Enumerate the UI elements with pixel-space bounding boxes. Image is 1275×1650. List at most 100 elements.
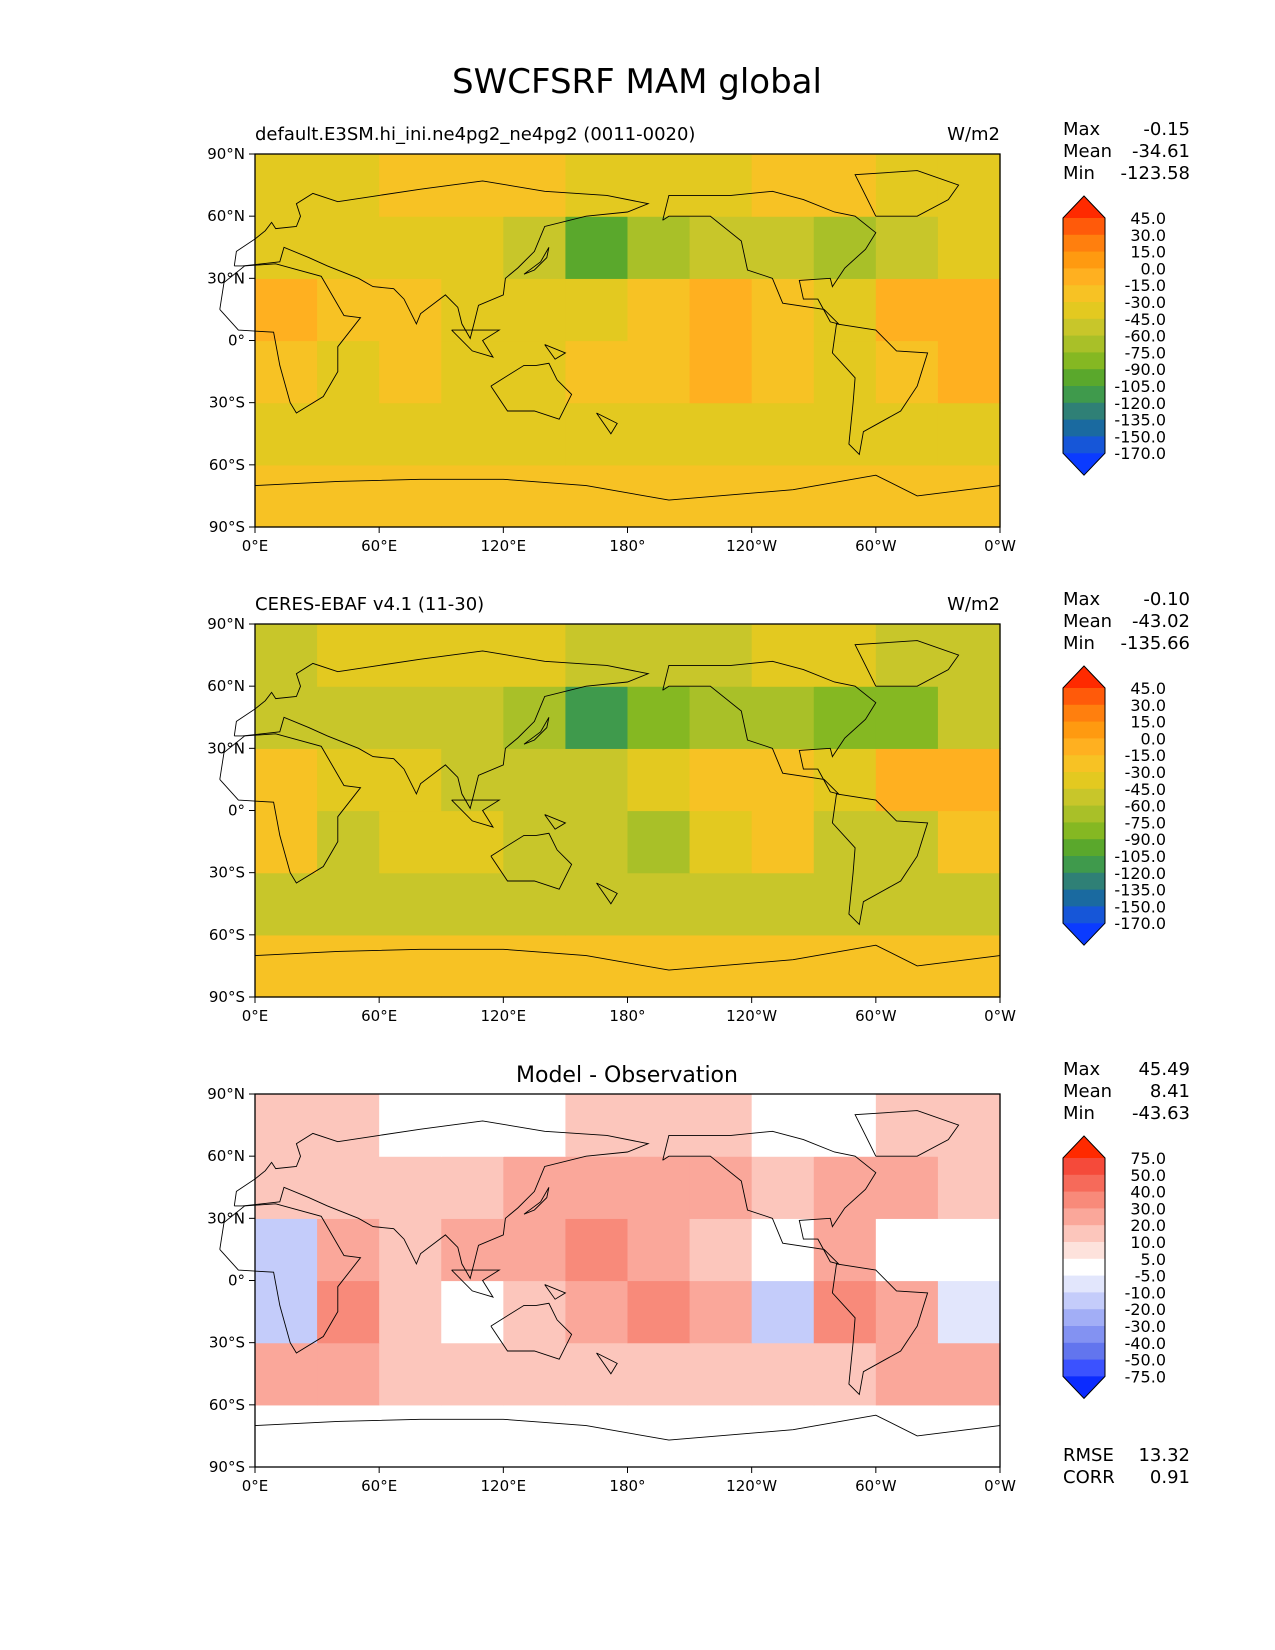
- stats-max-value: 45.49: [1138, 1059, 1190, 1080]
- heatmap-cell: [441, 1156, 504, 1219]
- heatmap-cell: [317, 154, 380, 217]
- coastline: [854, 640, 960, 687]
- colorbar-segment: [1063, 805, 1105, 823]
- heatmap-cell: [875, 154, 939, 217]
- colorbar-extend-max: [1063, 666, 1105, 688]
- colorbar-segment: [1063, 1208, 1105, 1226]
- colorbar-tick-label: -105.0: [1114, 847, 1166, 866]
- colorbar-tick-label: -30.0: [1125, 1317, 1166, 1336]
- heatmap-cell: [441, 686, 504, 749]
- heatmap-cell: [627, 216, 691, 279]
- colorbar-segment: [1063, 1359, 1105, 1377]
- stats-max-label: Max: [1063, 589, 1101, 610]
- stats-box: Max -0.10 Mean -43.02 Min -135.66: [1063, 589, 1190, 654]
- heatmap-cell: [689, 810, 753, 874]
- heatmap-cell: [627, 748, 691, 812]
- coastline: [544, 344, 567, 360]
- lon-tick-label: 120°W: [726, 1477, 777, 1495]
- colorbar-segment: [1063, 318, 1105, 337]
- heatmap-cell: [937, 1404, 1001, 1468]
- heatmap-cell: [627, 934, 691, 998]
- heatmap-cell: [255, 748, 318, 812]
- heatmap-cell: [255, 402, 318, 466]
- map-plot: 90°N 60°N 30°N 0° 30°S 60°S 90°S0°E 60°E 120°E 18…: [207, 1085, 1016, 1495]
- colorbar-segment: [1063, 1242, 1105, 1260]
- heatmap-cell: [379, 686, 442, 749]
- colorbar-tick-label: -20.0: [1125, 1300, 1166, 1319]
- heatmap-cell: [441, 872, 504, 936]
- colorbar-segment: [1063, 218, 1105, 236]
- heatmap-cell: [441, 402, 504, 466]
- colorbar-tick-label: 15.0: [1130, 243, 1166, 262]
- heatmap-cell: [937, 872, 1001, 936]
- heatmap-cell: [627, 1218, 691, 1282]
- lon-tick-label: 180°: [609, 537, 645, 555]
- heatmap-cell: [937, 686, 1001, 749]
- heatmap-cell: [751, 154, 815, 217]
- colorbar-segment: [1063, 1258, 1105, 1277]
- colorbar-segment: [1063, 335, 1105, 353]
- heatmap-cell: [503, 1156, 567, 1219]
- heatmap-cell: [875, 1280, 939, 1344]
- heatmap-cell: [317, 278, 380, 342]
- colorbar-segment: [1063, 302, 1105, 320]
- heatmap-cell: [503, 1404, 567, 1468]
- heatmap-cell: [379, 216, 442, 279]
- heatmap-cell: [689, 402, 753, 466]
- heatmap-cell: [441, 340, 504, 404]
- heatmap-cell: [689, 1280, 753, 1344]
- panel-units: W/m2: [947, 124, 1000, 145]
- heatmap-cell: [379, 748, 442, 812]
- colorbar-segment: [1063, 688, 1105, 706]
- colorbar-tick-label: -135.0: [1114, 411, 1166, 430]
- lon-tick-label: 0°E: [242, 1477, 269, 1495]
- colorbar-tick-label: -50.0: [1125, 1351, 1166, 1370]
- heatmap-cell: [441, 1404, 504, 1468]
- heatmap-cell: [565, 1156, 629, 1219]
- heatmap-cell: [255, 1094, 318, 1157]
- stats-box: Max 45.49 Mean 8.41 Min -43.63: [1063, 1059, 1190, 1124]
- heatmap-cell: [875, 872, 939, 936]
- heatmap-cell: [689, 464, 753, 528]
- stats-min-value: -135.66: [1121, 633, 1190, 654]
- heatmap-cell: [937, 624, 1001, 687]
- heatmap-cell: [317, 1280, 380, 1344]
- heatmap-cell: [255, 810, 318, 874]
- heatmap-cell: [751, 686, 815, 749]
- heatmap-cell: [937, 1280, 1001, 1344]
- heatmap-cell: [813, 1094, 877, 1157]
- heatmap-cell: [937, 1156, 1001, 1219]
- heatmap-cell: [503, 748, 567, 812]
- heatmap-cell: [689, 934, 753, 998]
- lat-tick-label: 60°N: [207, 207, 245, 225]
- heatmap-cell: [689, 872, 753, 936]
- panel-units: W/m2: [947, 594, 1000, 615]
- heatmap-cell: [937, 810, 1001, 874]
- lon-tick-label: 60°E: [361, 1007, 397, 1025]
- heatmap-cell: [441, 1280, 504, 1344]
- colorbar-segment: [1063, 772, 1105, 790]
- colorbar-tick-label: 15.0: [1130, 713, 1166, 732]
- heatmap-cell: [379, 1404, 442, 1468]
- heatmap-cell: [565, 402, 629, 466]
- stats-max-value: -0.15: [1143, 119, 1190, 140]
- heatmap-cell: [627, 402, 691, 466]
- heatmap-cell: [317, 340, 380, 404]
- heatmap-cell: [689, 1342, 753, 1406]
- lon-tick-label: 60°E: [361, 537, 397, 555]
- colorbar-segment: [1063, 369, 1105, 387]
- heatmap-cell: [503, 402, 567, 466]
- heatmap-cell: [813, 1280, 877, 1344]
- heatmap-cell: [441, 278, 504, 342]
- colorbar-tick-label: 30.0: [1130, 1199, 1166, 1218]
- heatmap-cell: [565, 624, 629, 687]
- lon-tick-label: 0°W: [984, 537, 1016, 555]
- lat-tick-label: 30°N: [207, 1209, 245, 1227]
- heatmap-cell: [441, 810, 504, 874]
- heatmap-cell: [627, 154, 691, 217]
- heatmap-cell: [937, 402, 1001, 466]
- heatmap-cell: [565, 154, 629, 217]
- stats-mean-value: 8.41: [1150, 1081, 1190, 1102]
- heatmap-cell: [937, 1342, 1001, 1406]
- coastline: [490, 832, 573, 890]
